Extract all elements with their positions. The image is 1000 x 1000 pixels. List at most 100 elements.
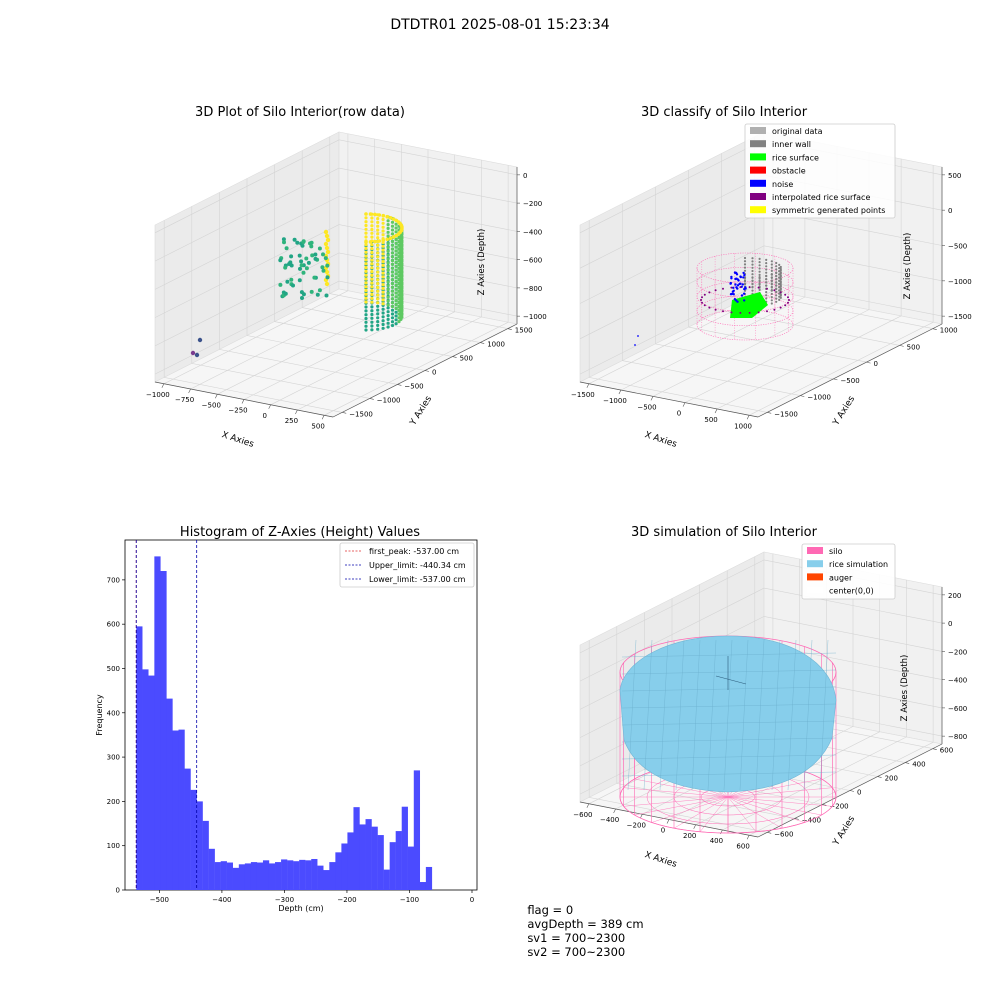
histogram-bar [389, 842, 396, 890]
p4-x-tick-mark [746, 835, 750, 840]
p2-y-tick-label: −1000 [807, 394, 831, 402]
raw-point [376, 259, 380, 263]
classify-wall-point [770, 276, 773, 279]
raw-point [376, 247, 380, 251]
raw-point [394, 218, 399, 223]
classify-plot-legend: original data inner wall rice surface obsta… [744, 123, 896, 219]
raw-point [390, 289, 395, 293]
classify-wall-point [775, 284, 778, 287]
raw-point [370, 220, 374, 224]
classify-wall-point [779, 285, 782, 288]
classify-wall-point [765, 268, 768, 271]
simulation-rice-surface [619, 635, 837, 793]
p1-y-gridline [163, 220, 343, 413]
raw-point [300, 243, 305, 248]
raw-point [376, 266, 380, 270]
classify-wall-point [775, 290, 778, 293]
raw-point [323, 256, 328, 261]
raw-point [386, 246, 390, 250]
simulation-rice-mesh-line [627, 639, 637, 791]
raw-point [376, 270, 380, 274]
simulation-auger-line [715, 675, 747, 685]
raw-point [394, 268, 398, 272]
histogram-y-ticks: 0 100 200 300 400 500 600 700 [107, 576, 125, 895]
raw-point [394, 249, 398, 253]
simulation-rice-mesh-line [621, 720, 837, 726]
raw-point [381, 290, 385, 294]
p2-y-tick-mark [833, 378, 838, 381]
p2-x-tick-label: −1000 [603, 397, 627, 405]
classify-interpolated-point [773, 308, 776, 311]
raw-point [282, 240, 286, 245]
p2-x-gridline [716, 158, 902, 410]
raw-point [364, 292, 368, 296]
classify-plot-points [634, 256, 790, 346]
raw-point [313, 256, 318, 261]
raw-point [386, 276, 390, 280]
classify-wall-point [751, 289, 754, 292]
classify-wall-point [778, 298, 781, 301]
classify-noise-point [742, 292, 746, 295]
raw-point [376, 285, 380, 290]
classify-noise-point [740, 294, 744, 297]
p1-y-tick-mark [507, 328, 512, 330]
classify-plot-x-ticks: −1500 −1000 −500 0 500 1000 [571, 383, 752, 430]
raw-point [376, 301, 380, 305]
classify-wall-point [778, 263, 781, 266]
raw-point [390, 270, 395, 274]
simulation-legend-swatch [807, 547, 823, 554]
simulation-silo-spoke [727, 796, 757, 832]
histogram-y-tick-label: 700 [107, 576, 120, 584]
raw-point [381, 221, 385, 225]
classify-wall-point [779, 288, 782, 291]
p1-x-tick-mark [215, 394, 218, 399]
raw-point [376, 274, 380, 278]
simulation-rice-mesh-line [643, 639, 653, 791]
classify-wall-point [779, 275, 782, 278]
classify-wall-point [775, 300, 778, 303]
raw-point [373, 239, 377, 244]
p1-z-gridline [154, 196, 518, 290]
p1-y-gridline [246, 178, 426, 371]
histogram-legend-label: Lower_limit: -537.00 cm [369, 575, 466, 584]
p2-z-gridline [579, 245, 943, 340]
raw-point [376, 224, 380, 228]
histogram-bars [136, 556, 433, 890]
p2-x-tick-mark [682, 402, 686, 407]
raw-point [386, 321, 390, 325]
p1-x-gridline [190, 139, 375, 390]
raw-point [373, 212, 377, 217]
p1-x-tick-mark [321, 415, 325, 420]
raw-point [397, 251, 401, 255]
simulation-rice-mesh-line [621, 754, 837, 760]
p4-x-tick-label: −400 [600, 816, 619, 824]
p2-y-gridline [588, 220, 768, 413]
classify-interpolated-point [784, 293, 787, 296]
classify-wall-point [758, 280, 761, 283]
histogram-bar [160, 571, 167, 890]
classify-plot-y-ticks: −1500 −1000 −500 0 500 1000 [767, 327, 958, 418]
classify-noise-point [736, 284, 740, 287]
raw-point [370, 324, 374, 328]
raw-point [376, 293, 380, 297]
p4-x-tick-label: 400 [710, 837, 723, 845]
classify-wall-point [765, 278, 768, 281]
histogram-bar [401, 806, 408, 890]
p2-y-tick-label: −500 [840, 377, 859, 385]
raw-point [297, 278, 302, 283]
depth-histogram: Histogram of Z-Axies (Height) Values −50… [95, 525, 478, 913]
p2-x-tick-label: −1500 [571, 391, 595, 399]
raw-point [381, 233, 385, 237]
classify-legend-swatch [750, 179, 766, 187]
raw-point [386, 242, 390, 246]
classify-interpolated-point [739, 311, 742, 314]
classify-interpolated-point [779, 291, 782, 294]
raw-point [386, 314, 390, 318]
classify-noise-point [729, 282, 732, 285]
simulation-silo-spoke [634, 778, 729, 798]
classify-legend-label: obstacle [772, 167, 806, 176]
raw-point [386, 268, 390, 273]
raw-point [390, 297, 395, 301]
raw-point [394, 291, 398, 295]
raw-point [368, 212, 373, 216]
